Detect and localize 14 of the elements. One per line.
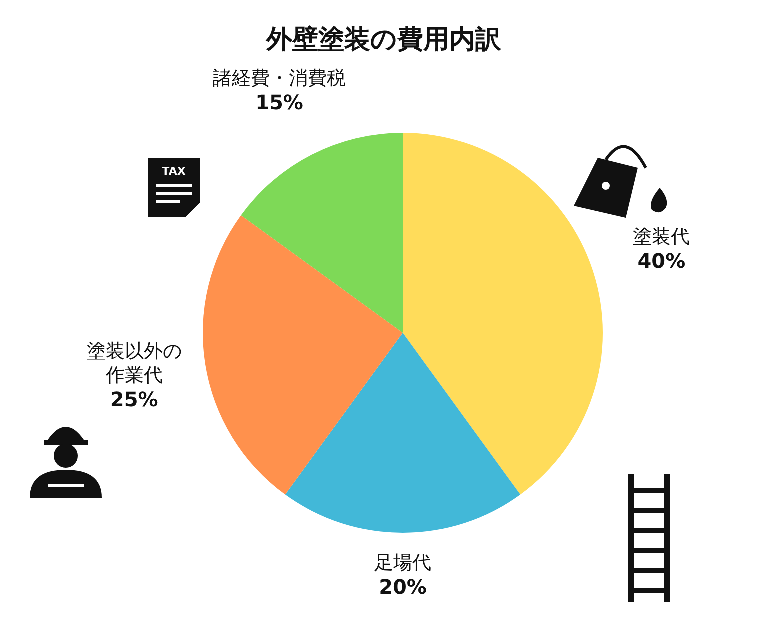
pie-slice <box>285 333 521 533</box>
data-label: 25% <box>110 388 158 412</box>
data-label: 40% <box>638 248 686 273</box>
slice-label: 諸経費・消費税 <box>213 68 346 90</box>
data-label: 15% <box>256 90 304 115</box>
chart-title: 外壁塗装の費用内訳 <box>265 24 502 57</box>
pie-slice <box>241 133 403 333</box>
pie-slice <box>403 133 603 495</box>
tax-document-icon: TAX <box>148 158 200 217</box>
data-label: 20% <box>379 575 427 599</box>
slice-label: 足場代 <box>374 552 432 574</box>
pie-slice <box>203 215 403 495</box>
slice-label: 塗装以外の作業代 <box>86 340 182 387</box>
slice-label: 塗装代 <box>633 226 690 248</box>
